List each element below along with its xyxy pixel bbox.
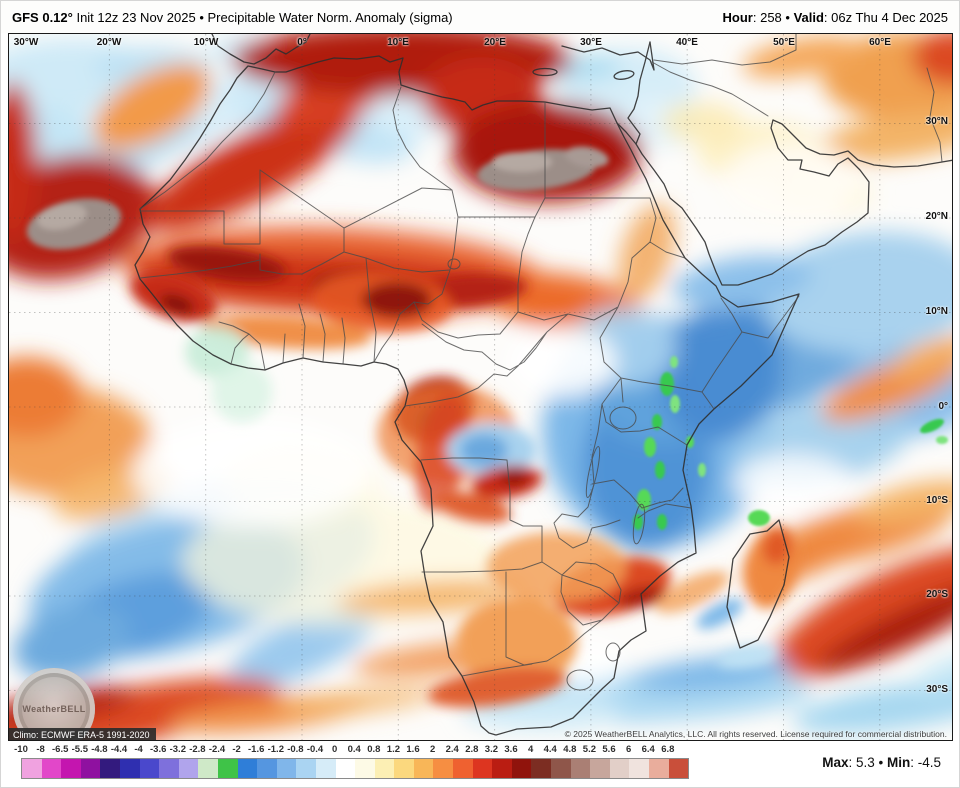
colorbar-tick: 0 (331, 744, 338, 755)
maxmin-bullet: • (878, 755, 887, 770)
colorbar-tick: 6 (625, 744, 632, 755)
colorbar-tick: -2.4 (208, 744, 226, 755)
map-frame: 30°W 20°W 10°W 0° 10°E 20°E 30°E 40°E 50°E 60°E 30… (8, 33, 953, 741)
colorbar-cell (100, 759, 120, 778)
colorbar-cell (41, 759, 62, 778)
colorbar-tick: -6.5 (52, 744, 69, 755)
colorbar-tick: -4 (134, 744, 143, 755)
colorbar-cell (668, 759, 689, 778)
colorbar-tick: -1.2 (267, 744, 284, 755)
colorbar-tick: 1.6 (406, 744, 420, 755)
product-subtitle: Init 12z 23 Nov 2025 • Precipitable Wate… (72, 9, 453, 25)
bullet-separator: • (785, 9, 794, 25)
colorbar-cell (315, 759, 336, 778)
colorbar-cell (276, 759, 297, 778)
colorbar-cell (178, 759, 199, 778)
colorbar-tick: 4.8 (563, 744, 577, 755)
max-label: Max (822, 755, 849, 770)
colorbar-tick: 3.6 (504, 744, 518, 755)
colorbar-cell (80, 759, 101, 778)
copyright-text: © 2025 WeatherBELL Analytics, LLC. All r… (564, 729, 947, 739)
colorbar-cell (217, 759, 238, 778)
colorbar-tick: -3.6 (150, 744, 167, 755)
colorbar-cell (355, 759, 375, 778)
colorbar-cell (119, 759, 140, 778)
colorbar-cell (531, 759, 552, 778)
max-min-readout: Max: 5.3 • Min: -4.5 (822, 755, 941, 770)
hour-valid-info: Hour: 258 • Valid: 06z Thu 4 Dec 2025 (723, 10, 948, 25)
coastline-layer (134, 34, 952, 736)
colorbar-tick: -0.8 (287, 744, 304, 755)
anomaly-map-canvas (9, 34, 952, 740)
colorbar-tick: -5.5 (71, 744, 88, 755)
hour-value: : 258 (752, 9, 786, 25)
colorbar-tick: 2.4 (445, 744, 459, 755)
colorbar-tick: 5.6 (602, 744, 616, 755)
colorbar-cell (590, 759, 610, 778)
colorbar-tick: -2 (232, 744, 241, 755)
colorbar-cell (551, 759, 571, 778)
colorbar-tick: -4.8 (91, 744, 108, 755)
colorbar-cell (159, 759, 179, 778)
max-value: : 5.3 (848, 755, 879, 770)
colorbar-cell (511, 759, 532, 778)
colorbar-cell (394, 759, 414, 778)
colorbar-cell (61, 759, 81, 778)
model-name: GFS 0.12° (12, 9, 73, 25)
colorbar-cell (237, 759, 258, 778)
extreme-gray-cores (26, 146, 609, 250)
colorbar-tick: 5.2 (582, 744, 596, 755)
colorbar-cell (413, 759, 434, 778)
colorbar-tick: 6.4 (641, 744, 655, 755)
valid-value: : 06z Thu 4 Dec 2025 (823, 9, 948, 25)
colorbar-tick: -1.6 (248, 744, 265, 755)
colorbar-tick: -2.8 (189, 744, 206, 755)
colorbar-tick: 4.4 (543, 744, 557, 755)
colorbar-cell (22, 759, 42, 778)
watermark-text: WeatherBELL (22, 704, 86, 714)
climo-label: Climo: ECMWF ERA-5 1991-2020 (9, 728, 156, 740)
colorbar-cell (472, 759, 493, 778)
colorbar-cell (139, 759, 160, 778)
hour-label: Hour (722, 9, 753, 25)
product-title: GFS 0.12° Init 12z 23 Nov 2025 • Precipi… (12, 10, 453, 25)
colorbar-tick: -8 (36, 744, 45, 755)
colorbar-tick: -10 (14, 744, 28, 755)
colorbar-cell (374, 759, 395, 778)
min-label: Min (886, 755, 911, 770)
colorbar-tick: 1.2 (386, 744, 400, 755)
colorbar-footer: -10 -8 -6.5 -5.5 -4.8 -4.4 -4 -3.6 -3.2 -2.8 -2.4-… (1, 741, 959, 787)
colorbar-cell (570, 759, 591, 778)
colorbar-cell (609, 759, 630, 778)
colorbar-tick: 2 (429, 744, 436, 755)
colorbar-tick: -3.2 (169, 744, 186, 755)
colorbar (21, 758, 690, 779)
colorbar-tick: 2.8 (465, 744, 479, 755)
colorbar-cell (296, 759, 316, 778)
colorbar-tick: 3.2 (484, 744, 498, 755)
country-borders-layer (139, 34, 943, 691)
colorbar-tick: 0.4 (347, 744, 361, 755)
colorbar-cell (198, 759, 218, 778)
colorbar-tick: 6.8 (661, 744, 675, 755)
min-value: : -4.5 (910, 755, 941, 770)
colorbar-tick: -0.4 (306, 744, 324, 755)
colorbar-cell (649, 759, 669, 778)
colorbar-tick: -4.4 (110, 744, 128, 755)
green-anomaly-specks (633, 356, 948, 530)
header-bar: GFS 0.12° Init 12z 23 Nov 2025 • Precipi… (1, 1, 959, 33)
colorbar-cell (257, 759, 277, 778)
valid-label: Valid (793, 9, 824, 25)
colorbar-cell (453, 759, 473, 778)
colorbar-cell (629, 759, 649, 778)
colorbar-cell (433, 759, 454, 778)
colorbar-cell (335, 759, 356, 778)
colorbar-tick: 0.8 (367, 744, 381, 755)
colorbar-tick: 4 (527, 744, 534, 755)
colorbar-cell (492, 759, 512, 778)
